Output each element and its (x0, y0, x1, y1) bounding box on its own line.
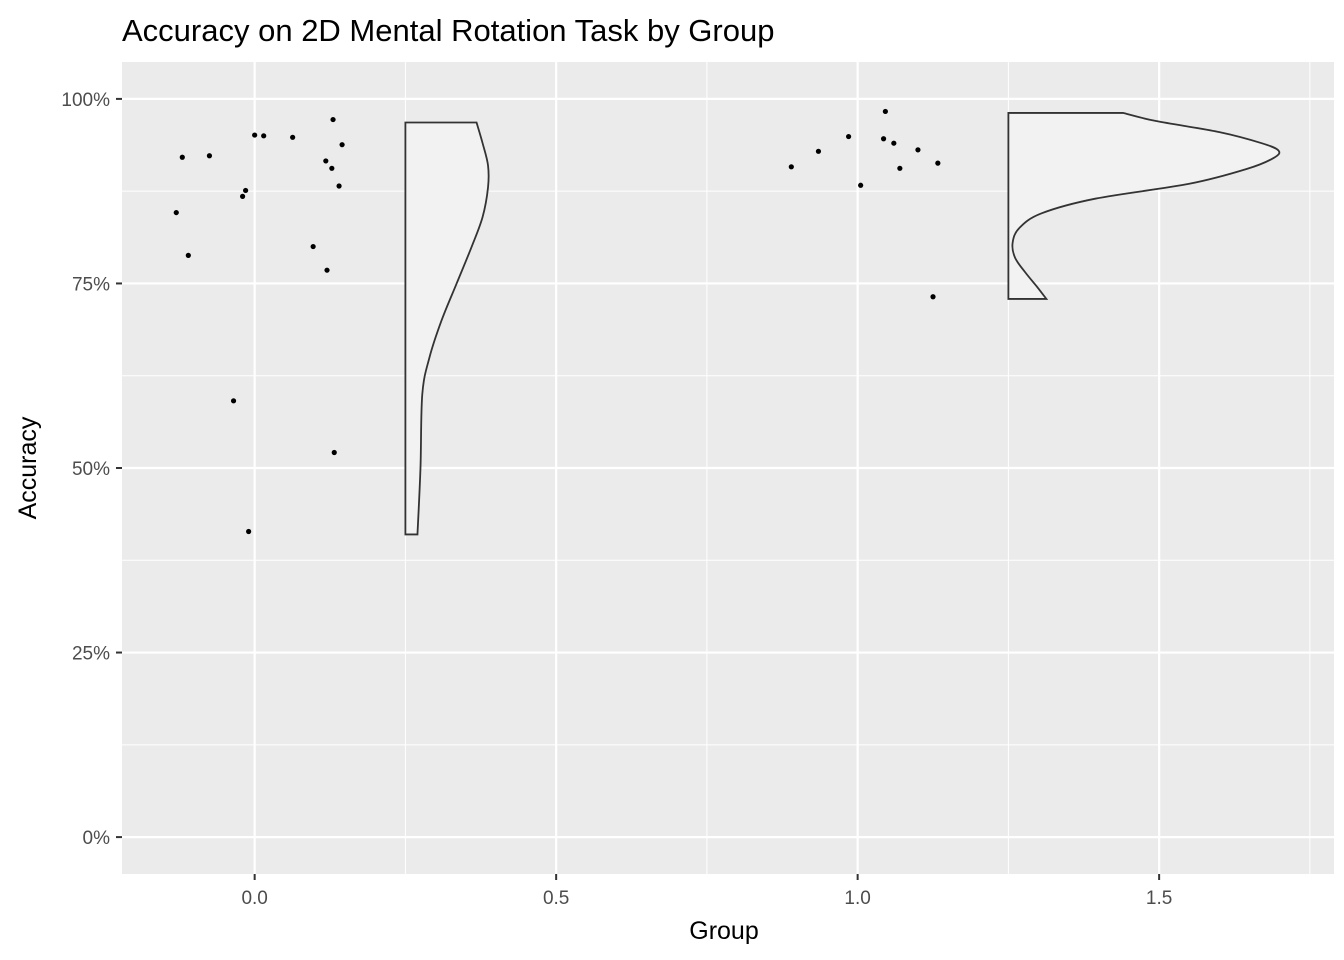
data-point-group-0 (185, 252, 191, 259)
data-point-group-1 (915, 147, 921, 153)
data-point-group-0 (336, 183, 342, 189)
y-tick-label: 100% (61, 90, 110, 111)
y-axis: 0% 25% 50% 75% 100% (61, 90, 122, 849)
density-half-group-1 (1007, 112, 1281, 300)
y-axis-title: Accuracy (14, 416, 42, 519)
data-point-group-1 (935, 160, 941, 166)
data-point-group-0 (339, 142, 345, 148)
data-point-group-1 (815, 148, 822, 154)
data-point-group-1 (930, 294, 936, 300)
data-point-group-0 (173, 209, 179, 216)
data-point-group-1 (788, 164, 794, 170)
x-tick-label: 1.5 (1146, 888, 1172, 909)
data-point-group-1 (858, 182, 864, 188)
y-tick-label: 50% (72, 459, 110, 480)
data-point-group-0 (329, 165, 335, 171)
data-point-group-0 (246, 528, 252, 535)
data-point-group-1 (845, 133, 852, 140)
grid-major (122, 62, 1334, 874)
data-point-group-0 (261, 133, 267, 139)
data-point-group-0 (290, 134, 296, 140)
data-point-group-1 (882, 108, 888, 115)
chart-title: Accuracy on 2D Mental Rotation Task by G… (122, 13, 774, 48)
data-point-group-0 (243, 187, 249, 194)
data-point-group-0 (330, 116, 336, 123)
y-tick-label: 75% (72, 274, 110, 295)
density-halves (404, 112, 1281, 536)
data-points (173, 108, 941, 535)
x-tick-label: 1.0 (844, 888, 870, 909)
data-point-group-1 (880, 136, 887, 142)
data-point-group-0 (252, 132, 258, 138)
data-point-group-0 (324, 267, 330, 273)
y-tick-label: 0% (83, 828, 111, 849)
x-axis-title: Group (689, 917, 758, 945)
data-point-group-1 (891, 140, 897, 146)
data-point-group-0 (179, 154, 185, 160)
data-point-group-0 (206, 153, 213, 159)
data-point-group-0 (239, 193, 246, 199)
y-tick-label: 25% (72, 644, 110, 665)
x-tick-label: 0.0 (241, 888, 267, 909)
x-tick-label: 0.5 (543, 888, 569, 909)
data-point-group-0 (310, 243, 316, 250)
data-point-group-1 (897, 165, 903, 171)
density-half-group-0 (404, 121, 490, 536)
data-point-group-0 (230, 398, 237, 404)
x-axis: 0.0 0.5 1.0 1.5 (241, 874, 1172, 909)
data-point-group-0 (323, 158, 329, 164)
data-point-group-0 (331, 449, 337, 456)
